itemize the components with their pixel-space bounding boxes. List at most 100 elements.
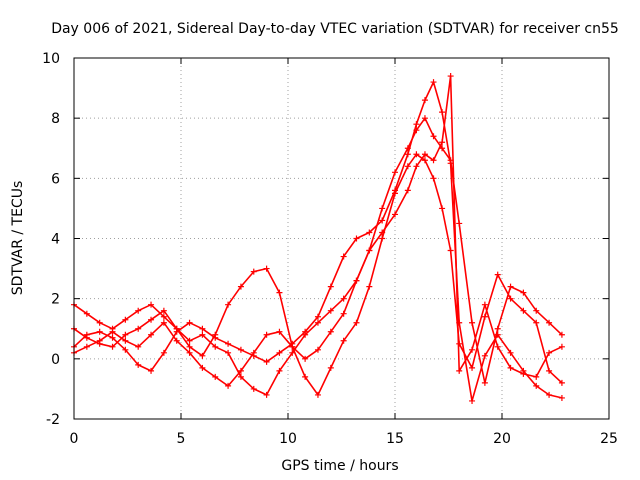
data-point [413, 151, 420, 158]
data-point [469, 397, 476, 404]
data-point [276, 367, 283, 374]
data-point [109, 328, 116, 335]
data-point [353, 319, 360, 326]
y-tick-label: -2 [46, 412, 60, 428]
data-point [327, 364, 334, 371]
data-point [314, 313, 321, 320]
data-point [276, 328, 283, 335]
data-point [404, 187, 411, 194]
data-point [96, 337, 103, 344]
data-point [225, 340, 232, 347]
data-point [430, 133, 437, 140]
data-point [327, 307, 334, 314]
data-point [302, 328, 309, 335]
data-point [366, 283, 373, 290]
data-point [366, 247, 373, 254]
data-point [160, 307, 167, 314]
y-axis-label: SDTVAR / TECUs [10, 181, 26, 296]
data-point [546, 319, 553, 326]
data-point [507, 283, 514, 290]
data-point [533, 307, 540, 314]
series-track-4 [71, 73, 565, 389]
data-point [379, 205, 386, 212]
data-point [160, 349, 167, 356]
data-point [83, 343, 90, 350]
tick-layer: 0 5 10 15 20 25 -2 0 2 4 6 8 10 [42, 51, 618, 447]
data-point [135, 325, 142, 332]
y-tick-label: 6 [51, 171, 60, 187]
data-point [558, 343, 565, 350]
data-point [421, 151, 428, 158]
data-point [520, 370, 527, 377]
x-tick-label: 10 [279, 431, 297, 447]
data-point [439, 109, 446, 116]
data-point [276, 349, 283, 356]
y-tick-label: 10 [42, 51, 60, 67]
data-point [413, 163, 420, 170]
data-point [447, 247, 454, 254]
data-point [558, 379, 565, 386]
data-point [173, 328, 180, 335]
data-point [421, 97, 428, 104]
data-point [109, 334, 116, 341]
data-point [250, 385, 257, 392]
data-point [469, 364, 476, 371]
data-point [199, 352, 206, 359]
x-axis-label: GPS time / hours [281, 458, 398, 474]
y-tick-label: 2 [51, 292, 60, 308]
data-point [276, 289, 283, 296]
data-point [546, 367, 553, 374]
data-point [421, 157, 428, 164]
data-point [250, 268, 257, 275]
data-point [148, 331, 155, 338]
series-track-3 [71, 79, 565, 404]
data-point [379, 217, 386, 224]
data-point [263, 265, 270, 272]
data-point [225, 349, 232, 356]
data-point [558, 331, 565, 338]
data-point [199, 325, 206, 332]
data-point [314, 346, 321, 353]
y-tick-label: 4 [51, 232, 60, 248]
data-point [430, 175, 437, 182]
data-point [225, 301, 232, 308]
data-point [392, 211, 398, 218]
data-point [469, 346, 476, 353]
data-point [302, 355, 309, 362]
data-point [135, 361, 142, 368]
y-tick-label: 0 [51, 352, 60, 368]
data-point [173, 337, 180, 344]
data-point [122, 331, 129, 338]
data-point [469, 319, 476, 326]
x-tick-label: 20 [493, 431, 511, 447]
data-point [379, 229, 386, 236]
data-point [122, 337, 129, 344]
data-point [533, 319, 540, 326]
data-point [237, 367, 244, 374]
data-point [413, 121, 420, 128]
data-point [439, 205, 446, 212]
data-point [546, 391, 553, 398]
data-point [507, 295, 514, 302]
data-point [494, 331, 501, 338]
x-tick-label: 25 [600, 431, 618, 447]
data-point [263, 358, 270, 365]
data-point [263, 391, 270, 398]
data-point [83, 331, 90, 338]
data-point [109, 343, 116, 350]
data-point [237, 283, 244, 290]
data-point [404, 163, 411, 170]
x-tick-label: 15 [386, 431, 404, 447]
data-point [353, 235, 360, 242]
data-point [186, 319, 193, 326]
data-point [302, 373, 309, 380]
data-point [237, 346, 244, 353]
data-point [533, 373, 540, 380]
data-point [447, 73, 454, 80]
data-point [327, 328, 334, 335]
data-point [135, 307, 142, 314]
data-point [160, 319, 167, 326]
data-point [225, 382, 232, 389]
data-point [392, 187, 398, 194]
